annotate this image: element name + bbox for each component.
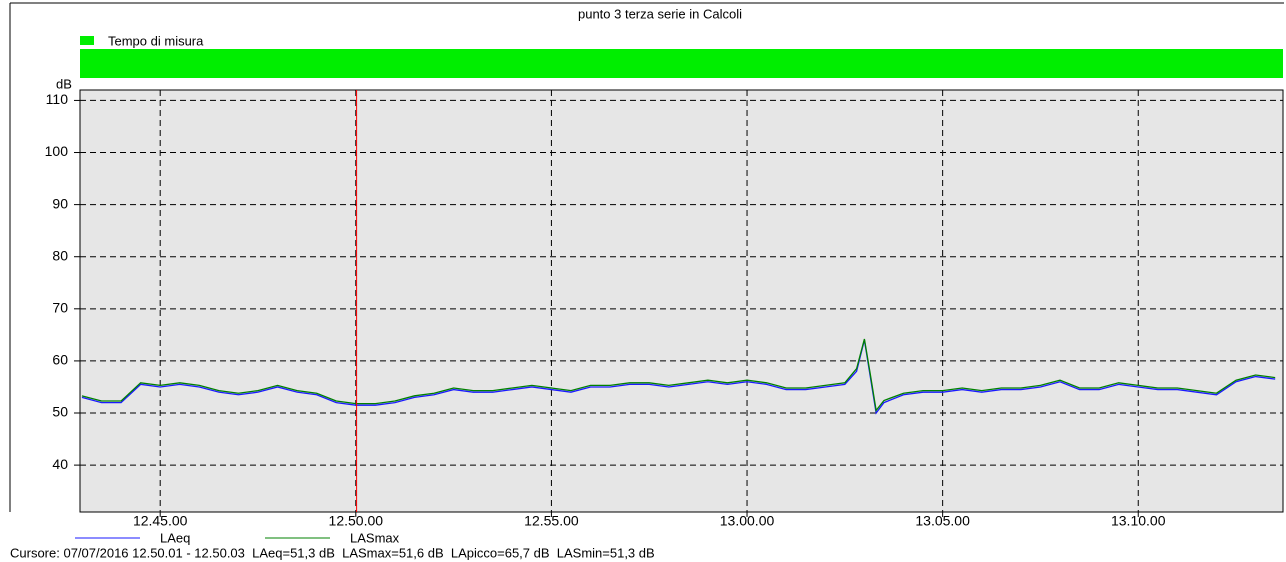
x-tick-label: 12.55.00 [524, 513, 579, 529]
x-tick-label: 12.45.00 [133, 513, 188, 529]
legend-label: LASmax [350, 530, 400, 545]
y-tick-label: 100 [45, 143, 69, 159]
y-axis-label: dB [56, 76, 72, 91]
x-tick-label: 13.05.00 [915, 513, 970, 529]
y-tick-label: 80 [52, 247, 68, 263]
y-tick-label: 50 [52, 404, 68, 420]
legend-label: LAeq [160, 530, 190, 545]
x-tick-label: 13.00.00 [720, 513, 775, 529]
y-tick-label: 90 [52, 195, 68, 211]
measure-bar [80, 49, 1283, 78]
plot-area [79, 89, 1284, 513]
legend-label: Tempo di misura [108, 33, 204, 48]
y-tick-label: 40 [52, 456, 68, 472]
x-tick-label: 13.10.00 [1111, 513, 1166, 529]
chart-title: punto 3 terza serie in Calcoli [578, 6, 742, 21]
series-line [81, 339, 1276, 415]
series-line [81, 338, 1276, 412]
y-tick-label: 110 [46, 91, 69, 107]
y-tick-label: 60 [52, 352, 68, 368]
y-tick-label: 70 [52, 300, 68, 316]
legend-swatch [80, 36, 94, 45]
x-tick-label: 12.50.00 [329, 513, 384, 529]
cursor-status: Cursore: 07/07/2016 12.50.01 - 12.50.03 … [10, 545, 655, 560]
